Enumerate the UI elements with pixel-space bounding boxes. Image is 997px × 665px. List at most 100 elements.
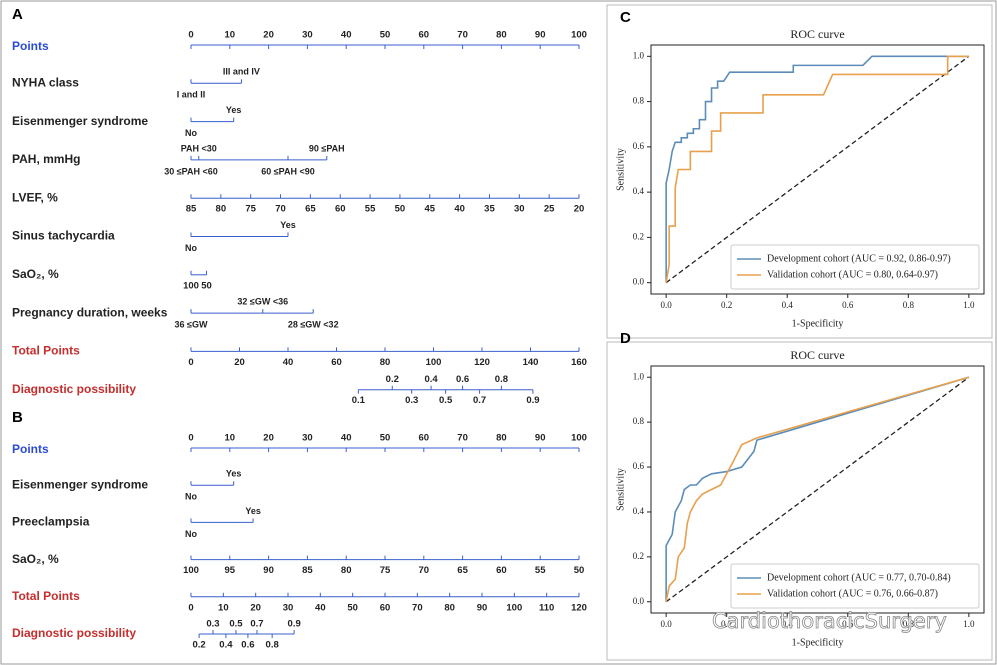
tick-label: 80 [216, 204, 227, 215]
level-label: I and II [177, 90, 206, 100]
chart-title: ROC curve [790, 348, 844, 362]
y-tick-label: 0.4 [633, 506, 645, 516]
x-tick-label: 1.0 [963, 619, 975, 629]
roc-curve [665, 55, 969, 283]
tick-label: 0.4 [424, 374, 438, 385]
tick-label: 100 [183, 565, 199, 576]
row-label: Eisenmenger syndrome [12, 114, 148, 128]
tick-label: 0 [188, 433, 193, 444]
level-label: No [185, 128, 197, 138]
legend-label: Validation cohort (AUC = 0.76, 0.66-0.87… [767, 588, 938, 599]
tick-label: 0.7 [473, 395, 486, 406]
tick-label: 0.5 [439, 395, 453, 406]
roc-curve [665, 55, 969, 283]
tick-label: 100 [571, 433, 587, 444]
row-label: Total Points [12, 344, 80, 358]
tick-label: 60 [496, 565, 507, 576]
plot-frame [650, 44, 985, 295]
tick-label: 95 [225, 565, 236, 576]
row-label: SaO₂, % [12, 552, 59, 566]
tick-label: 100 [506, 602, 522, 613]
panel-frame [606, 4, 993, 339]
level-label: Yes [245, 506, 261, 516]
tick-label: 80 [496, 30, 507, 41]
tick-label: 40 [283, 357, 294, 368]
tick-label: 60 [335, 204, 346, 215]
x-tick-label: 0.4 [782, 619, 794, 629]
row-label: Points [12, 442, 49, 456]
tick-label: 0 [188, 357, 193, 368]
tick-label: 0 [188, 30, 193, 41]
tick-label: 0.8 [495, 374, 508, 385]
y-axis-label: Sensitivity [615, 468, 626, 511]
x-tick-label: 0.4 [782, 300, 794, 310]
tick-label: 0.5 [229, 619, 243, 630]
tick-label: 25 [544, 204, 555, 215]
panel-label: A [12, 6, 23, 23]
tick-label: 100 [426, 357, 442, 368]
level-label: III and IV [223, 67, 260, 77]
x-tick-label: 0.0 [661, 619, 673, 629]
tick-label: 70 [457, 433, 468, 444]
tick-label: 80 [380, 357, 391, 368]
legend-box [730, 244, 980, 290]
panel-label: C [620, 9, 631, 26]
tick-label: 70 [457, 30, 468, 41]
tick-label: 30 [283, 602, 294, 613]
tick-label: 30 [302, 433, 313, 444]
legend-label: Validation cohort (AUC = 0.80, 0.64-0.97… [767, 269, 938, 280]
tick-label: 20 [263, 30, 274, 41]
tick-label: 10 [225, 433, 236, 444]
tick-label: 75 [380, 565, 391, 576]
tick-label: 0.1 [352, 395, 366, 406]
reference-diagonal [665, 55, 970, 284]
tick-label: 0.6 [456, 374, 469, 385]
row-label: Sinus tachycardia [12, 229, 115, 243]
row-label: PAH, mmHg [12, 152, 80, 166]
tick-label: 0.9 [526, 395, 539, 406]
tick-label: 0.7 [250, 619, 263, 630]
tick-label: 90 [477, 602, 488, 613]
tick-label: 0.6 [241, 640, 254, 651]
tick-label: 35 [484, 204, 495, 215]
y-tick-label: 0.4 [633, 186, 645, 196]
level-label: No [185, 243, 197, 253]
tick-label: 0.3 [405, 395, 418, 406]
x-tick-label: 0.2 [721, 300, 732, 310]
tick-label: 50 [574, 565, 585, 576]
legend-label: Development cohort (AUC = 0.92, 0.86-0.9… [767, 253, 951, 264]
x-tick-label: 0.8 [903, 619, 915, 629]
x-tick-label: 0.0 [661, 300, 673, 310]
tick-label: 90 [535, 30, 546, 41]
tick-label: 90 [263, 565, 274, 576]
legend-box [730, 563, 980, 609]
tick-label: 50 [380, 433, 391, 444]
roc-curve [665, 376, 970, 602]
y-tick-label: 0.8 [633, 416, 645, 426]
row-label: Diagnostic possibility [12, 626, 136, 640]
tick-label: 40 [315, 602, 326, 613]
tick-label: 10 [225, 30, 236, 41]
tick-label: 60 [419, 30, 430, 41]
panel-frame [606, 341, 993, 661]
tick-label: 20 [574, 204, 585, 215]
x-tick-label: 0.2 [721, 619, 732, 629]
x-axis-label: 1-Specificity [792, 637, 844, 648]
level-label: No [185, 529, 197, 539]
y-tick-label: 0.2 [633, 551, 644, 561]
level-label: 28 ≤GW <32 [288, 319, 339, 329]
roc-curve [665, 376, 970, 602]
tick-label: 0.9 [288, 619, 301, 630]
tick-label: 60 [331, 357, 342, 368]
level-label: Yes [226, 105, 242, 115]
reference-diagonal [665, 376, 970, 603]
tick-label: 30 [514, 204, 525, 215]
tick-label: 85 [302, 565, 313, 576]
tick-label: 50 [201, 280, 212, 291]
tick-label: 45 [424, 204, 435, 215]
tick-label: 20 [234, 357, 245, 368]
y-tick-label: 0.2 [633, 231, 644, 241]
tick-label: 70 [412, 602, 423, 613]
row-label: Points [12, 39, 49, 53]
tick-label: 30 [302, 30, 313, 41]
